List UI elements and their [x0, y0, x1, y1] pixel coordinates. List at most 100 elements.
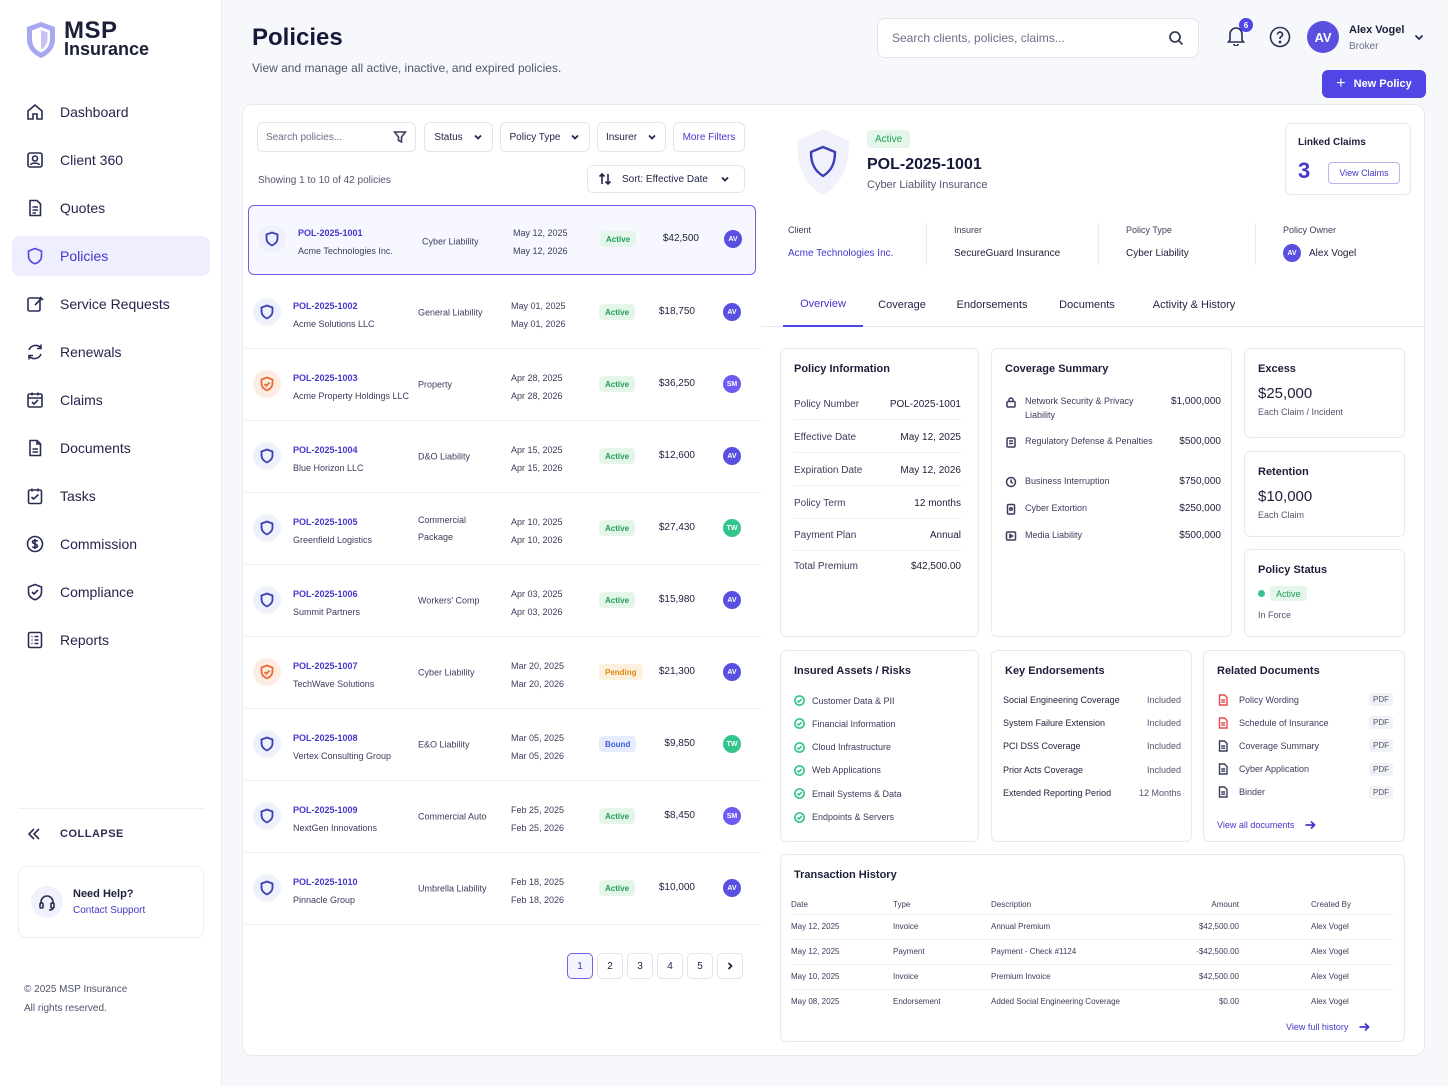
policy-row[interactable]: POL-2025-1008 Vertex Consulting Group E&O … — [243, 709, 761, 781]
transaction-cell: Endorsement — [893, 997, 941, 1006]
policy-search — [257, 122, 416, 152]
policy-id-link[interactable]: POL-2025-1003 — [293, 373, 358, 383]
user-avatar[interactable]: AV — [1307, 21, 1339, 53]
sidebar-item-service-requests[interactable]: Service Requests — [12, 284, 210, 324]
policy-id-link[interactable]: POL-2025-1004 — [293, 445, 358, 455]
sidebar-item-policies[interactable]: Policies — [12, 236, 210, 276]
policy-end-date: May 12, 2026 — [513, 246, 568, 256]
policy-row[interactable]: POL-2025-1001 Acme Technologies Inc. Cyber… — [248, 205, 756, 275]
document-row[interactable]: Coverage Summary PDF — [1217, 739, 1393, 753]
help-button[interactable] — [1269, 26, 1291, 48]
status-badge: Bound — [599, 736, 637, 752]
row-divider — [791, 964, 1393, 965]
view-all-documents-link[interactable]: View all documents — [1217, 819, 1317, 831]
transaction-cell: -$42,500.00 — [1196, 947, 1239, 956]
coverage-name: Network Security & Privacy Liability — [1025, 396, 1134, 420]
filter-icon[interactable] — [393, 130, 407, 144]
policy-id-link[interactable]: POL-2025-1002 — [293, 301, 358, 311]
policy-id-link[interactable]: POL-2025-1007 — [293, 661, 358, 671]
chevron-down-icon[interactable] — [1413, 31, 1425, 43]
policy-id-link[interactable]: POL-2025-1001 — [298, 228, 363, 238]
page-button[interactable]: 1 — [567, 953, 593, 979]
page-button[interactable]: 2 — [597, 953, 623, 979]
page-button[interactable]: 5 — [687, 953, 713, 979]
insurer-filter[interactable]: Insurer — [597, 122, 666, 152]
policy-status-value: Active — [1270, 586, 1307, 601]
sidebar-nav: Dashboard Client 360 Quotes Policies Service… — [12, 92, 210, 668]
sidebar-item-reports[interactable]: Reports — [12, 620, 210, 660]
policy-row[interactable]: POL-2025-1010 Pinnacle Group Umbrella Liab… — [243, 853, 761, 925]
asset-item: Customer Data & PII — [794, 695, 895, 706]
collapse-button[interactable]: COLLAPSE — [26, 826, 124, 842]
sidebar-item-renewals[interactable]: Renewals — [12, 332, 210, 372]
sidebar-item-claims[interactable]: Claims — [12, 380, 210, 420]
policy-id-link[interactable]: POL-2025-1006 — [293, 589, 358, 599]
policy-id-link[interactable]: POL-2025-1010 — [293, 877, 358, 887]
asset-item: Endpoints & Servers — [794, 811, 894, 823]
new-policy-button[interactable]: + New Policy — [1322, 70, 1426, 98]
sidebar-item-quotes[interactable]: Quotes — [12, 188, 210, 228]
policy-type-filter[interactable]: Policy Type — [500, 122, 590, 152]
document-row[interactable]: Policy Wording PDF — [1217, 693, 1393, 706]
policy-type-label: Policy Type — [1126, 225, 1172, 235]
document-row[interactable]: Binder PDF — [1217, 785, 1393, 799]
global-search-input[interactable] — [892, 31, 1168, 45]
policy-row[interactable]: POL-2025-1007 TechWave Solutions Cyber Lia… — [243, 637, 761, 709]
endorsement-row: System Failure Extension Included — [1003, 718, 1181, 728]
policy-premium: $12,600 — [658, 450, 695, 461]
policy-type: Cyber Liability — [422, 236, 479, 247]
shield-icon — [253, 586, 281, 614]
more-filters-button[interactable]: More Filters — [673, 122, 745, 152]
policy-list-panel: Status Policy Type Insurer More Filters … — [242, 104, 762, 1056]
policy-id-link[interactable]: POL-2025-1008 — [293, 733, 358, 743]
coverage-limit: $500,000 — [1179, 530, 1221, 541]
policy-row[interactable]: POL-2025-1005 Greenfield Logistics Commerc… — [243, 493, 761, 565]
sidebar-item-dashboard[interactable]: Dashboard — [12, 92, 210, 132]
status-filter[interactable]: Status — [424, 122, 493, 152]
sidebar-item-compliance[interactable]: Compliance — [12, 572, 210, 612]
policy-info-row: Total Premium $42,500.00 — [794, 561, 961, 572]
view-claims-button[interactable]: View Claims — [1328, 162, 1400, 184]
notification-badge: 6 — [1239, 18, 1253, 32]
page-button[interactable]: 4 — [657, 953, 683, 979]
search-icon[interactable] — [1168, 30, 1184, 46]
policy-id-link[interactable]: POL-2025-1009 — [293, 805, 358, 815]
sidebar-item-commission[interactable]: Commission — [12, 524, 210, 564]
pdf-file-icon — [1217, 693, 1239, 706]
document-row[interactable]: Cyber Application PDF — [1217, 762, 1393, 776]
policy-row[interactable]: POL-2025-1002 Acme Solutions LLC General L… — [243, 277, 761, 349]
transaction-cell: Alex Vogel — [1311, 997, 1349, 1006]
sidebar-item-client-360[interactable]: Client 360 — [12, 140, 210, 180]
tab-activity-history[interactable]: Activity & History — [1152, 299, 1236, 311]
tab-coverage[interactable]: Coverage — [878, 299, 926, 311]
tab-overview[interactable]: Overview — [783, 283, 863, 327]
notifications-button[interactable]: 6 — [1225, 18, 1253, 48]
tasks-icon — [26, 487, 60, 505]
policy-row[interactable]: POL-2025-1006 Summit Partners Workers' Com… — [243, 565, 761, 637]
meta-separator — [926, 223, 927, 265]
policy-search-input[interactable] — [266, 131, 393, 143]
tab-endorsements[interactable]: Endorsements — [956, 299, 1028, 311]
sort-label: Sort: Effective Date — [622, 173, 708, 185]
policy-shield-icon — [797, 129, 849, 195]
coverage-row: Regulatory Defense & Penalties $500,000 — [1005, 434, 1221, 448]
sidebar-item-tasks[interactable]: Tasks — [12, 476, 210, 516]
logo[interactable]: MSP Insurance — [24, 19, 149, 60]
key-endorsements-card: Key Endorsements Social Engineering Cove… — [991, 650, 1192, 842]
client-link[interactable]: Acme Technologies Inc. — [788, 248, 894, 259]
view-full-history-link[interactable]: View full history — [1286, 1021, 1371, 1033]
sort-button[interactable]: Sort: Effective Date — [587, 165, 745, 193]
policy-status-badge: Active — [867, 130, 911, 148]
sidebar-item-documents[interactable]: Documents — [12, 428, 210, 468]
policy-row[interactable]: POL-2025-1004 Blue Horizon LLC D&O Liabili… — [243, 421, 761, 493]
policy-id-link[interactable]: POL-2025-1005 — [293, 517, 358, 527]
page-button[interactable]: 3 — [627, 953, 653, 979]
policy-row[interactable]: POL-2025-1003 Acme Property Holdings LLC P… — [243, 349, 761, 421]
document-row[interactable]: Schedule of Insurance PDF — [1217, 716, 1393, 730]
next-page-button[interactable] — [717, 953, 743, 979]
tab-documents[interactable]: Documents — [1059, 299, 1115, 311]
media-icon — [1005, 528, 1025, 542]
policy-row[interactable]: POL-2025-1009 NextGen Innovations Commerci… — [243, 781, 761, 853]
contact-support-link[interactable]: Contact Support — [73, 905, 146, 916]
meta-policy-owner: Policy Owner AV Alex Vogel — [1283, 225, 1356, 262]
